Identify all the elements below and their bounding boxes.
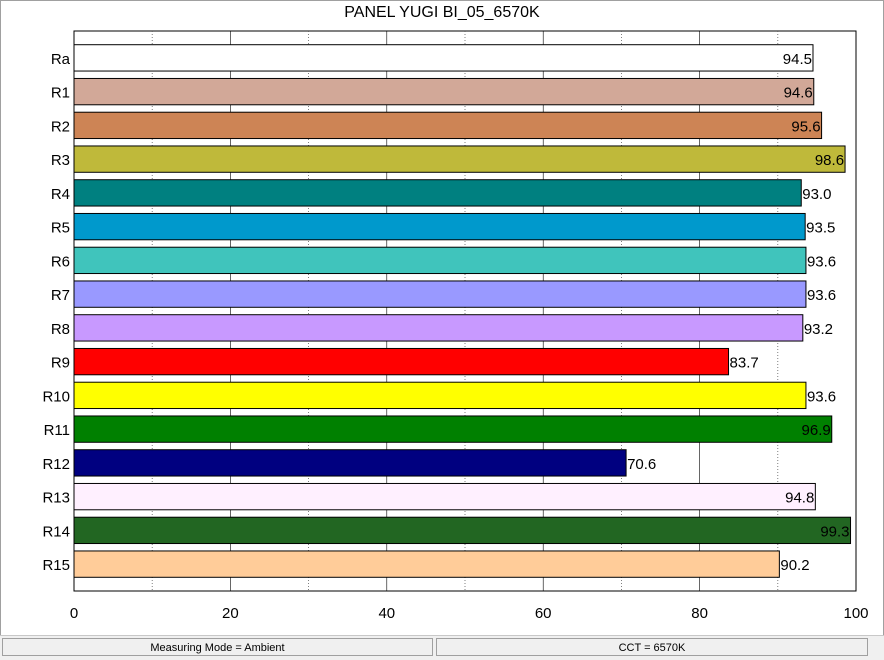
category-label: R4 <box>51 186 70 203</box>
category-label: R5 <box>51 220 70 237</box>
data-label: 83.7 <box>730 355 759 372</box>
bar-r10 <box>73 381 807 410</box>
data-label: 95.6 <box>791 118 820 135</box>
bar-r12 <box>73 449 627 477</box>
data-label: 93.0 <box>802 186 831 203</box>
category-label: R12 <box>42 456 70 473</box>
cct-status: CCT = 6570K <box>436 638 868 656</box>
bar-r8 <box>73 314 804 342</box>
bar-r13 <box>73 482 816 511</box>
bar-r6 <box>73 246 807 275</box>
y-axis-labels: Ra R1 R2 R3 R4 R5 R6 R7 R8 R9 R10 R11 R12 R13 R14 R15 <box>42 51 70 574</box>
bar-r15 <box>73 550 780 578</box>
bar-chart: 94.5 94.6 95.6 98.6 93.0 93.5 93.6 93.6 93.2 83.7… <box>42 30 869 622</box>
bar-ra <box>73 44 814 72</box>
category-label: R1 <box>51 85 70 102</box>
category-label: R6 <box>51 253 70 270</box>
bar-r1 <box>73 77 815 106</box>
category-label: R7 <box>51 287 70 304</box>
data-label: 94.5 <box>783 51 812 68</box>
data-label: 93.5 <box>806 220 835 237</box>
x-tick-label: 80 <box>691 605 708 622</box>
category-label: R8 <box>51 321 70 338</box>
category-label: R3 <box>51 152 70 169</box>
data-label: 96.9 <box>802 422 831 439</box>
x-tick-label: 40 <box>378 605 395 622</box>
status-bar: Measuring Mode = Ambient CCT = 6570K <box>0 635 884 660</box>
data-label: 98.6 <box>815 152 844 169</box>
bar-r3 <box>73 145 846 173</box>
chart-title: PANEL YUGI BI_05_6570K <box>344 4 540 21</box>
bar-r14 <box>73 516 852 545</box>
data-label: 94.8 <box>785 490 814 507</box>
data-label: 70.6 <box>627 456 656 473</box>
category-label: R15 <box>42 557 70 574</box>
category-label: R11 <box>44 422 70 439</box>
data-label: 93.6 <box>807 388 836 405</box>
category-label: R10 <box>42 388 70 405</box>
data-label: 93.2 <box>804 321 833 338</box>
category-label: Ra <box>51 51 71 68</box>
x-axis-labels: 0 20 40 60 80 100 <box>70 605 869 622</box>
data-label: 93.6 <box>807 287 836 304</box>
measuring-mode-status: Measuring Mode = Ambient <box>2 638 433 656</box>
category-label: R9 <box>51 355 70 372</box>
bar-r11 <box>73 415 833 443</box>
x-tick-label: 60 <box>535 605 552 622</box>
x-tick-label: 0 <box>70 605 78 622</box>
data-label: 93.6 <box>807 253 836 270</box>
category-label: R14 <box>42 523 70 540</box>
x-tick-label: 20 <box>222 605 239 622</box>
bars-group: 94.5 94.6 95.6 98.6 93.0 93.5 93.6 93.6 93.2 83.7… <box>73 44 852 578</box>
bar-r2 <box>73 111 823 140</box>
data-label: 99.3 <box>820 523 849 540</box>
bar-r9 <box>73 347 730 376</box>
category-label: R13 <box>42 490 70 507</box>
category-label: R2 <box>51 118 70 135</box>
bar-r5 <box>73 212 806 241</box>
bar-r4 <box>73 179 802 207</box>
bar-r7 <box>73 280 807 308</box>
x-tick-label: 100 <box>843 605 868 622</box>
data-label: 90.2 <box>780 557 809 574</box>
data-label: 94.6 <box>784 85 813 102</box>
